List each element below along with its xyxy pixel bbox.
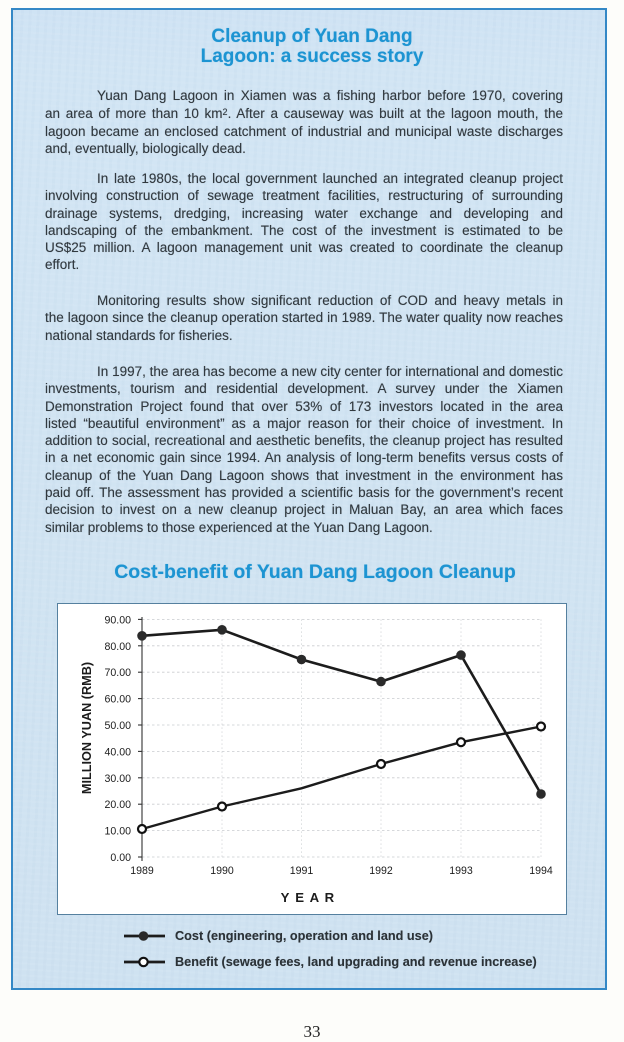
svg-text:1989: 1989 <box>130 865 154 877</box>
svg-text:10.00: 10.00 <box>104 826 131 838</box>
svg-text:1994: 1994 <box>529 865 553 877</box>
svg-text:70.00: 70.00 <box>104 667 131 679</box>
svg-text:1993: 1993 <box>449 865 473 877</box>
svg-text:Y E A R: Y E A R <box>281 890 336 905</box>
svg-text:1991: 1991 <box>290 865 314 877</box>
svg-text:90.00: 90.00 <box>104 614 131 626</box>
svg-text:80.00: 80.00 <box>104 641 131 653</box>
svg-text:0.00: 0.00 <box>110 852 131 864</box>
svg-text:1990: 1990 <box>210 865 234 877</box>
svg-text:40.00: 40.00 <box>104 746 131 758</box>
svg-text:50.00: 50.00 <box>104 720 131 732</box>
svg-text:30.00: 30.00 <box>104 773 131 785</box>
svg-text:60.00: 60.00 <box>104 694 131 706</box>
svg-text:20.00: 20.00 <box>104 799 131 811</box>
svg-text:1992: 1992 <box>369 865 393 877</box>
svg-text:MILLION YUAN (RMB): MILLION YUAN (RMB) <box>80 662 94 794</box>
